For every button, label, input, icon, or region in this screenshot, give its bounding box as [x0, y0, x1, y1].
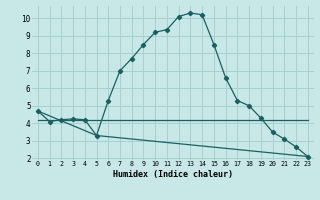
X-axis label: Humidex (Indice chaleur): Humidex (Indice chaleur) [113, 170, 233, 179]
